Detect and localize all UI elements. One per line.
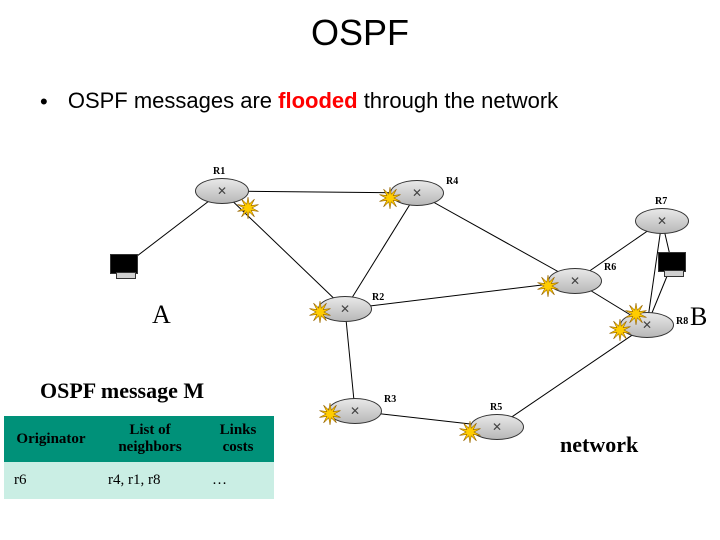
router-label: R2 [372, 292, 384, 303]
flood-burst-icon [536, 274, 560, 298]
host-ha [110, 254, 144, 284]
flood-burst-icon [236, 196, 260, 220]
table-cell: r4, r1, r8 [98, 462, 202, 499]
router-r7: R7 [635, 208, 689, 234]
table-header: Originator [4, 416, 98, 462]
endpoint-a-label: A [152, 300, 171, 330]
router-label: R7 [655, 196, 667, 207]
ospf-message-table: OriginatorList ofneighborsLinkscosts r6r… [4, 416, 274, 499]
flood-burst-icon [308, 300, 332, 324]
network-label: network [560, 432, 638, 458]
monitor-icon [658, 252, 686, 272]
router-label: R6 [604, 262, 616, 273]
endpoint-b-label: B [690, 302, 707, 332]
monitor-icon [110, 254, 138, 274]
router-label: R3 [384, 394, 396, 405]
flood-burst-icon [608, 318, 632, 342]
router-label: R8 [676, 316, 688, 327]
router-label: R4 [446, 176, 458, 187]
flood-burst-icon [318, 402, 342, 426]
flood-burst-icon [458, 420, 482, 444]
router-label: R5 [490, 402, 502, 413]
table-cell: r6 [4, 462, 98, 499]
flood-burst-icon [378, 186, 402, 210]
message-title: OSPF message M [40, 378, 204, 404]
router-label: R1 [213, 166, 225, 177]
table-header: Linkscosts [202, 416, 274, 462]
table-header: List ofneighbors [98, 416, 202, 462]
host-hb [658, 252, 692, 282]
router-icon [635, 208, 689, 234]
table-cell: … [202, 462, 274, 499]
